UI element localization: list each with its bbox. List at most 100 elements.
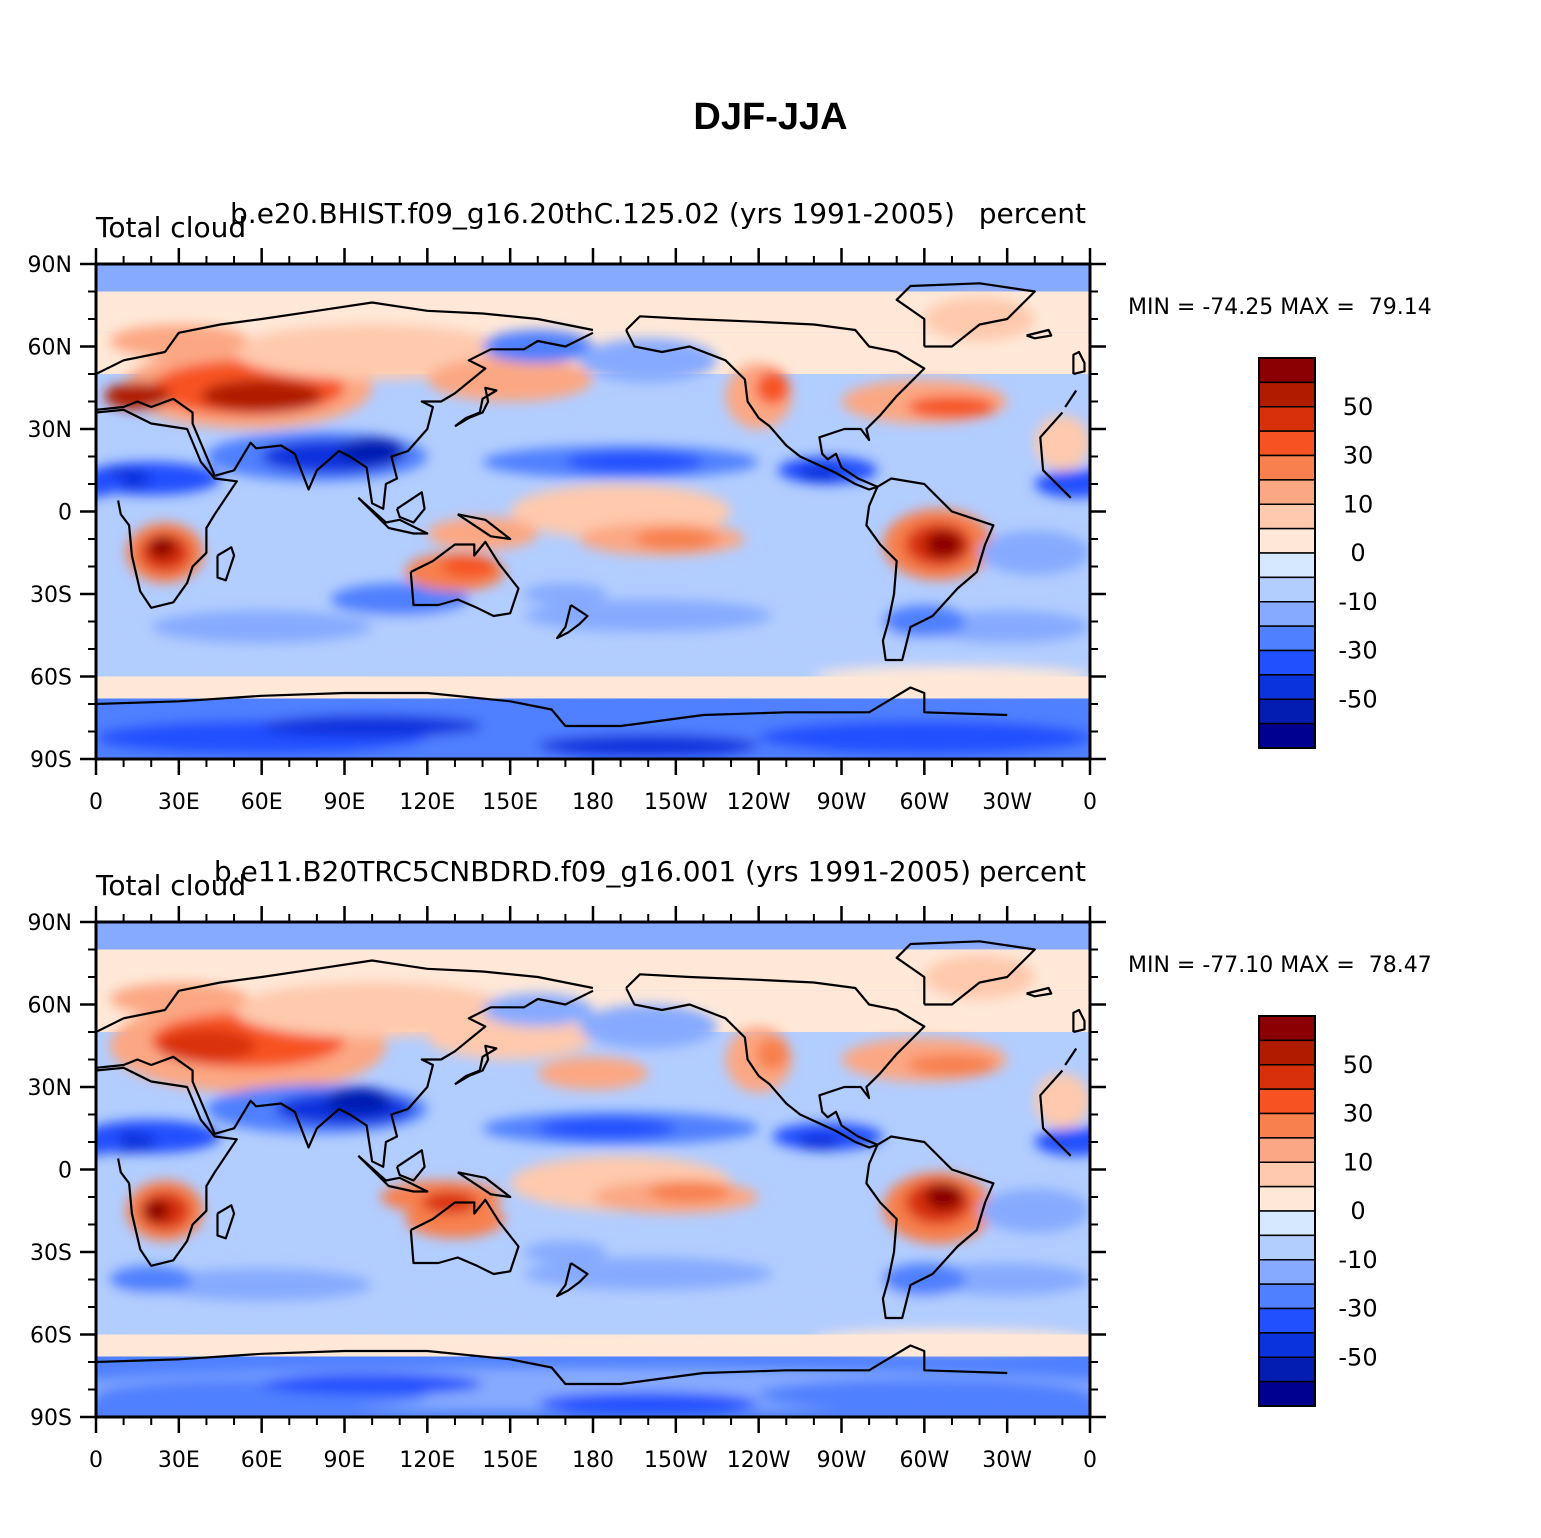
colorbar-swatch bbox=[1258, 406, 1316, 432]
lat-tick-label: 30S bbox=[30, 583, 72, 608]
colorbar-swatch bbox=[1258, 649, 1316, 676]
lon-tick-label: 120W bbox=[727, 790, 791, 815]
anomaly-blob bbox=[797, 464, 842, 482]
anomaly-blob bbox=[142, 1199, 171, 1222]
coastline bbox=[457, 1171, 512, 1199]
coastline bbox=[1072, 350, 1086, 376]
lon-tick-label: 90W bbox=[817, 1448, 867, 1473]
anomaly-blob bbox=[523, 599, 773, 633]
lon-tick-label: 120E bbox=[399, 790, 455, 815]
colorbar-label: 10 bbox=[1343, 490, 1374, 518]
anomaly-blob bbox=[579, 338, 718, 383]
colorbar-label: -50 bbox=[1338, 1343, 1377, 1371]
lon-tick-label: 0 bbox=[89, 1448, 103, 1473]
min-max-readout: MIN = -74.25 MAX = 79.14 bbox=[1128, 295, 1432, 320]
anomaly-blob bbox=[109, 982, 248, 1016]
map-panel-1: b.e20.BHIST.f09_g16.20thC.125.02 (yrs 19… bbox=[0, 200, 1541, 840]
lon-tick-label: 60W bbox=[899, 1448, 949, 1473]
lat-tick-label: 90S bbox=[30, 748, 72, 773]
colorbar-label: -30 bbox=[1338, 1295, 1377, 1323]
lon-tick-label: 30E bbox=[158, 790, 200, 815]
lon-tick-label: 120W bbox=[727, 1448, 791, 1473]
colorbar-swatch bbox=[1258, 430, 1316, 457]
anomaly-blob bbox=[882, 1263, 966, 1296]
colorbar-label: -30 bbox=[1338, 637, 1377, 665]
lon-tick-label: 0 bbox=[1083, 1448, 1097, 1473]
coastline bbox=[625, 973, 926, 1149]
lat-tick-label: 30N bbox=[28, 418, 72, 443]
colorbar-label: 0 bbox=[1350, 1197, 1365, 1225]
anomaly-blob bbox=[338, 437, 406, 465]
anomaly-blob bbox=[109, 324, 248, 358]
colorbar-swatch bbox=[1258, 479, 1316, 505]
colorbar-swatch bbox=[1258, 601, 1316, 627]
lat-tick-label: 60N bbox=[28, 994, 72, 1019]
anomaly-blob bbox=[200, 379, 323, 413]
map-panel-2: b.e11.B20TRC5CNBDRD.f09_g16.001 (yrs 199… bbox=[0, 858, 1541, 1498]
lon-tick-label: 120E bbox=[399, 1448, 455, 1473]
lat-tick-label: 30S bbox=[30, 1241, 72, 1266]
lon-tick-label: 30E bbox=[158, 1448, 200, 1473]
anomaly-blob bbox=[537, 1392, 759, 1415]
colorbar-swatch bbox=[1258, 625, 1316, 652]
anomaly-blob bbox=[537, 1056, 649, 1090]
map-svg: 90N 60N 30N 0 30S 60S 90S 0 30E 60E 90E 120E 150E 180… bbox=[28, 906, 1378, 1473]
colorbar-swatch bbox=[1258, 1112, 1316, 1139]
coastline bbox=[555, 1262, 589, 1298]
colorbar-frame bbox=[1258, 1015, 1316, 1407]
coastline bbox=[409, 540, 520, 618]
anomaly-blob bbox=[924, 955, 1035, 999]
colorbar-swatch bbox=[1258, 503, 1316, 530]
anomaly-blob bbox=[234, 324, 511, 380]
lon-tick-label: 30W bbox=[982, 790, 1032, 815]
coastline bbox=[1026, 328, 1053, 340]
coastline bbox=[1026, 986, 1053, 998]
anomaly-blob bbox=[96, 627, 124, 644]
anomaly-blob bbox=[151, 1268, 373, 1302]
anomaly-blob bbox=[427, 517, 538, 550]
colorbar-label: 50 bbox=[1343, 393, 1374, 421]
anomaly-blob bbox=[156, 1029, 257, 1063]
colorbar-swatch bbox=[1258, 698, 1316, 725]
coastline bbox=[1064, 1047, 1078, 1066]
anomaly-blob bbox=[634, 528, 718, 550]
anomaly-blob bbox=[104, 382, 171, 410]
coastline bbox=[96, 301, 594, 375]
colorbar-label: -10 bbox=[1338, 1246, 1377, 1274]
lon-tick-label: 60W bbox=[899, 790, 949, 815]
anomaly-blob bbox=[579, 1004, 718, 1049]
anomaly-band bbox=[96, 922, 1090, 950]
lat-tick-label: 0 bbox=[58, 1159, 72, 1184]
anomaly-blob bbox=[427, 357, 593, 402]
lon-tick-label: 60E bbox=[241, 790, 283, 815]
coastline bbox=[865, 1135, 995, 1320]
lon-tick-label: 150W bbox=[644, 790, 708, 815]
coastline bbox=[454, 1044, 498, 1086]
coastline bbox=[96, 686, 1008, 728]
colorbar-swatch bbox=[1258, 1259, 1316, 1285]
colorbar-swatch bbox=[1258, 357, 1316, 384]
anomaly-blob bbox=[924, 1183, 963, 1211]
colorbar-label: 0 bbox=[1350, 539, 1365, 567]
colorbar-swatch bbox=[1258, 1161, 1316, 1188]
lat-tick-label: 60S bbox=[30, 666, 72, 691]
anomaly-blob bbox=[882, 605, 966, 638]
lon-tick-label: 150E bbox=[482, 790, 538, 815]
coastline bbox=[357, 496, 429, 535]
coastline bbox=[357, 1154, 429, 1193]
lon-tick-label: 60E bbox=[241, 1448, 283, 1473]
lon-tick-label: 180 bbox=[572, 790, 614, 815]
anomaly-band bbox=[96, 264, 1090, 292]
coastline bbox=[96, 331, 594, 510]
colorbar-label: 10 bbox=[1343, 1148, 1374, 1176]
anomaly-blob bbox=[813, 665, 1090, 688]
colorbar-label: 50 bbox=[1343, 1051, 1374, 1079]
anomaly-blob bbox=[96, 1129, 124, 1155]
anomaly-blob bbox=[813, 1329, 1090, 1351]
coastline bbox=[96, 1344, 1008, 1386]
min-max-readout: MIN = -77.10 MAX = 78.47 bbox=[1128, 953, 1432, 978]
panel-center-title: b.e11.B20TRC5CNBDRD.f09_g16.001 (yrs 199… bbox=[213, 855, 972, 888]
anomaly-blob bbox=[565, 451, 704, 473]
lat-tick-label: 60N bbox=[28, 336, 72, 361]
colorbar-swatch bbox=[1258, 1380, 1316, 1407]
